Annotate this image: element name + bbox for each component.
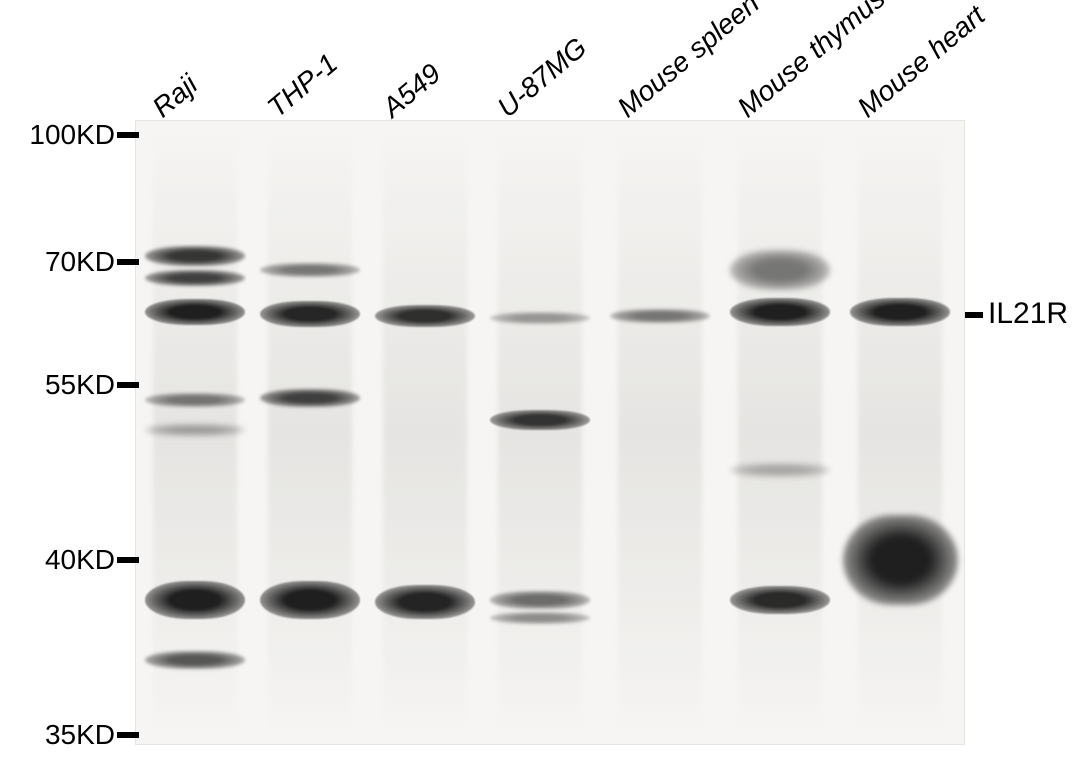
blot-band <box>145 651 245 669</box>
blot-band <box>145 424 245 436</box>
blot-band <box>490 612 590 624</box>
target-tick <box>965 312 983 318</box>
blot-band <box>730 250 830 290</box>
lane-streak <box>268 130 352 735</box>
blot-band <box>260 301 360 327</box>
mw-marker-tick <box>117 382 139 388</box>
blot-band <box>375 585 475 619</box>
blot-band <box>490 312 590 324</box>
blot-band <box>490 410 590 430</box>
western-blot-figure: 100KD 70KD 55KD 40KD 35KD Raji THP-1 A549 U-87M… <box>0 0 1080 768</box>
lane-streak <box>383 130 467 735</box>
blot-band <box>730 298 830 326</box>
mw-marker-tick <box>117 132 139 138</box>
lane-label: U-87MG <box>491 31 593 124</box>
mw-marker-label: 55KD <box>45 369 115 401</box>
lane-streak <box>498 130 582 735</box>
blot-band <box>850 298 950 326</box>
target-label: IL21R <box>988 297 1068 331</box>
mw-marker-tick <box>117 259 139 265</box>
mw-marker-label: 40KD <box>45 544 115 576</box>
lane-streak <box>738 130 822 735</box>
blot-band <box>260 263 360 277</box>
blot-band <box>610 309 710 323</box>
lane-streak <box>618 130 702 735</box>
blot-band <box>260 389 360 407</box>
blot-band <box>490 591 590 609</box>
lane-label: THP-1 <box>261 47 344 124</box>
blot-band <box>145 270 245 286</box>
lane-label: Raji <box>146 68 204 124</box>
blot-band <box>145 393 245 407</box>
blot-band <box>375 305 475 327</box>
blot-band <box>843 515 958 605</box>
blot-band <box>730 463 830 477</box>
mw-marker-label: 35KD <box>45 719 115 751</box>
lane-label: A549 <box>376 57 447 124</box>
lane-streak <box>858 130 942 735</box>
blot-band <box>145 581 245 619</box>
mw-marker-label: 100KD <box>29 119 115 151</box>
blot-band <box>145 246 245 266</box>
blot-band <box>260 581 360 619</box>
blot-band <box>730 586 830 614</box>
blot-band <box>145 299 245 325</box>
mw-marker-tick <box>117 732 139 738</box>
mw-marker-label: 70KD <box>45 246 115 278</box>
mw-marker-tick <box>117 557 139 563</box>
